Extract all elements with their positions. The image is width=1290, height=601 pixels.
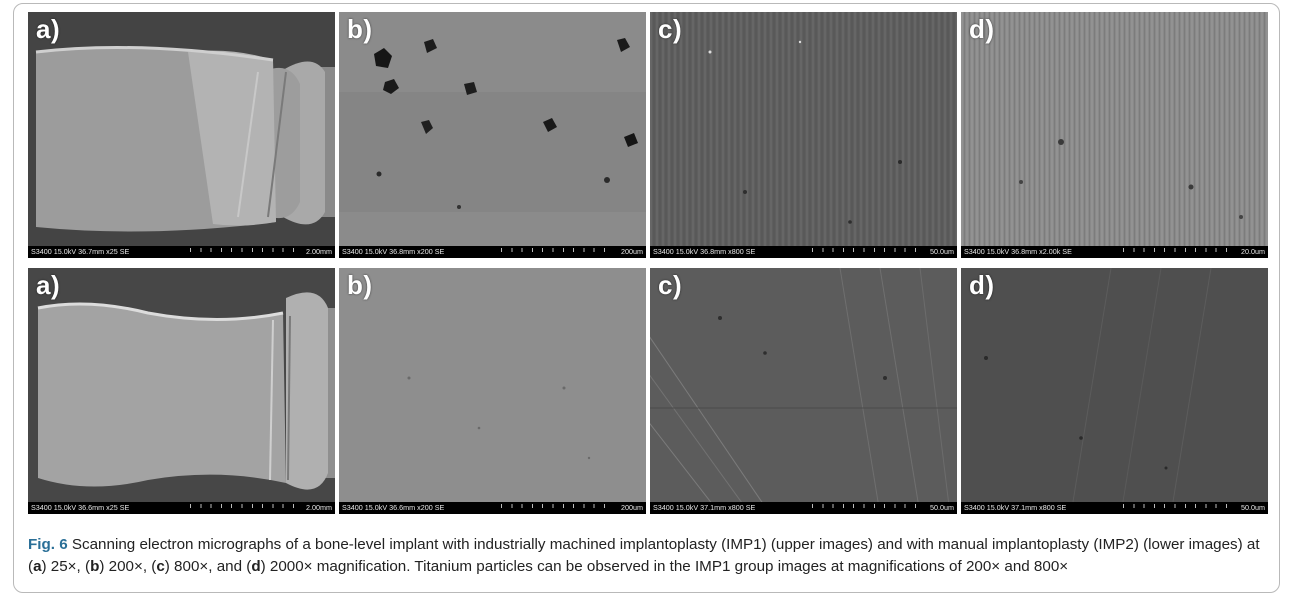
caption-text: ) 2000× magnification. Titanium particle… [260, 558, 1069, 576]
scale-value: 200um [621, 503, 643, 512]
panel-letter: c) [658, 270, 683, 300]
scale-value: 200um [621, 247, 643, 256]
sem-parameters: S3400 15.0kV 36.6mm x25 SE [31, 503, 130, 512]
scale-ruler [1123, 248, 1227, 252]
scale-value: 50.0um [930, 503, 954, 512]
scale-value: 20.0um [1241, 247, 1265, 256]
micrograph-grid: a) S3400 15.0kV 36.7mm x25 SE 2.00mm b) … [28, 12, 1268, 514]
sem-parameters: S3400 15.0kV 36.8mm x2.00k SE [964, 247, 1072, 256]
sem-parameters: S3400 15.0kV 37.1mm x800 SE [653, 503, 756, 512]
caption-ref-b: b [90, 558, 100, 576]
scale-ruler [190, 504, 294, 508]
caption-text: ) 200×, ( [99, 558, 157, 576]
surface-texture-image [650, 12, 957, 258]
panel-letter: b) [347, 14, 373, 44]
panel-letter: d) [969, 14, 995, 44]
scale-value: 2.00mm [306, 503, 332, 512]
sem-parameters: S3400 15.0kV 36.6mm x200 SE [342, 503, 445, 512]
scale-value: 50.0um [1241, 503, 1265, 512]
micrograph-upper-c: c) S3400 15.0kV 36.8mm x800 SE 50.0um [650, 12, 957, 258]
implant-overview-image [28, 12, 335, 258]
surface-texture-image [339, 268, 646, 514]
panel-letter: b) [347, 270, 373, 300]
surface-texture-image [961, 12, 1268, 258]
sem-info-bar: S3400 15.0kV 37.1mm x800 SE 50.0um [961, 502, 1268, 514]
implant-overview-image [28, 268, 335, 514]
micrograph-lower-c: c) S3400 15.0kV 37.1mm x800 SE 50.0um [650, 268, 957, 514]
panel-letter: a) [36, 14, 61, 44]
sem-info-bar: S3400 15.0kV 36.6mm x25 SE 2.00mm [28, 502, 335, 514]
sem-info-bar: S3400 15.0kV 36.6mm x200 SE 200um [339, 502, 646, 514]
surface-texture-image [961, 268, 1268, 514]
caption-ref-d: d [251, 558, 261, 576]
caption-text: ) 800×, and ( [164, 558, 252, 576]
sem-info-bar: S3400 15.0kV 36.8mm x2.00k SE 20.0um [961, 246, 1268, 258]
micrograph-lower-d: d) S3400 15.0kV 37.1mm x800 SE 50.0um [961, 268, 1268, 514]
scale-ruler [501, 248, 605, 252]
scale-value: 2.00mm [306, 247, 332, 256]
sem-info-bar: S3400 15.0kV 36.8mm x800 SE 50.0um [650, 246, 957, 258]
micrograph-lower-a: a) S3400 15.0kV 36.6mm x25 SE 2.00mm [28, 268, 335, 514]
figure-frame [13, 3, 1280, 593]
sem-parameters: S3400 15.0kV 37.1mm x800 SE [964, 503, 1067, 512]
scale-ruler [812, 248, 916, 252]
caption-text: ) 25×, ( [41, 558, 91, 576]
scale-value: 50.0um [930, 247, 954, 256]
sem-parameters: S3400 15.0kV 36.7mm x25 SE [31, 247, 130, 256]
micrograph-upper-d: d) S3400 15.0kV 36.8mm x2.00k SE 20.0um [961, 12, 1268, 258]
scale-ruler [190, 248, 294, 252]
caption-ref-a: a [33, 558, 42, 576]
micrograph-upper-b: b) S3400 15.0kV 36.8mm x200 SE 200um [339, 12, 646, 258]
surface-texture-image [339, 12, 646, 258]
sem-info-bar: S3400 15.0kV 37.1mm x800 SE 50.0um [650, 502, 957, 514]
caption-text: Scanning electron micrographs of a bone-… [28, 536, 1260, 576]
sem-info-bar: S3400 15.0kV 36.8mm x200 SE 200um [339, 246, 646, 258]
surface-texture-image [650, 268, 957, 514]
caption-ref-c: c [156, 558, 165, 576]
figure-label: Fig. 6 [28, 536, 68, 554]
scale-ruler [812, 504, 916, 508]
sem-parameters: S3400 15.0kV 36.8mm x200 SE [342, 247, 445, 256]
scale-ruler [1123, 504, 1227, 508]
figure-caption: Fig. 6 Scanning electron micrographs of … [28, 534, 1266, 578]
scale-ruler [501, 504, 605, 508]
panel-letter: d) [969, 270, 995, 300]
sem-info-bar: S3400 15.0kV 36.7mm x25 SE 2.00mm [28, 246, 335, 258]
micrograph-upper-a: a) S3400 15.0kV 36.7mm x25 SE 2.00mm [28, 12, 335, 258]
micrograph-lower-b: b) S3400 15.0kV 36.6mm x200 SE 200um [339, 268, 646, 514]
panel-letter: c) [658, 14, 683, 44]
panel-letter: a) [36, 270, 61, 300]
sem-parameters: S3400 15.0kV 36.8mm x800 SE [653, 247, 756, 256]
